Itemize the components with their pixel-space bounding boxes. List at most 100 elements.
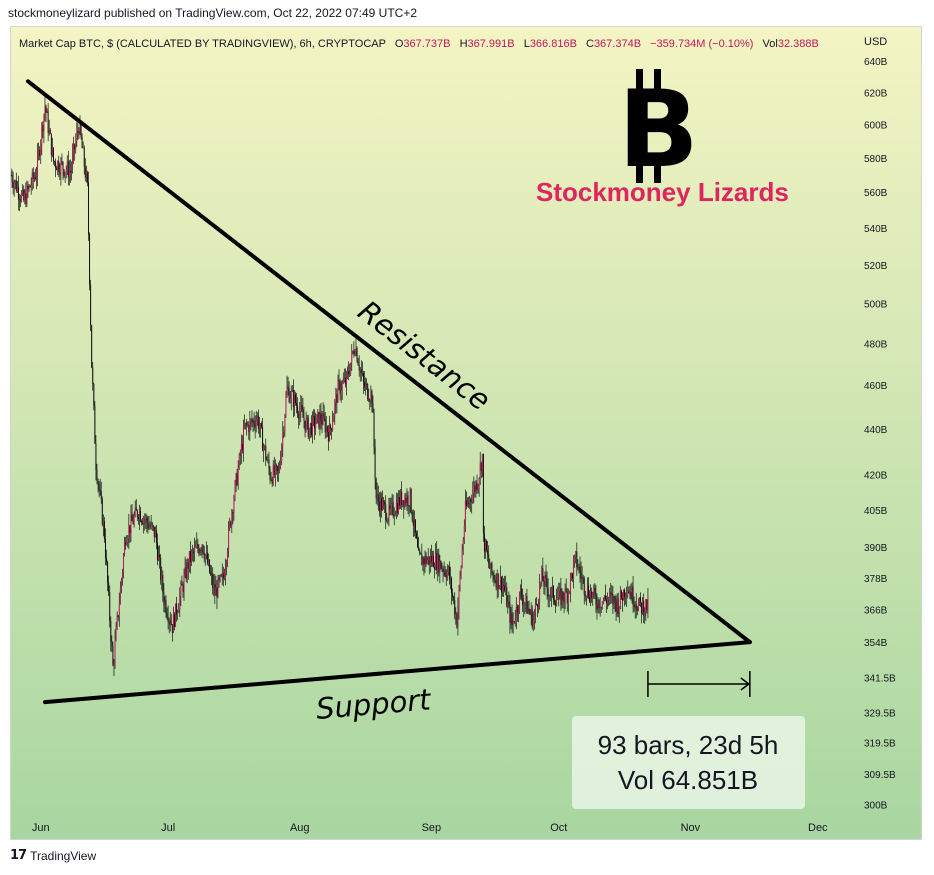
time-axis[interactable]: Jun Jul Aug Sep Oct Nov Dec bbox=[32, 822, 828, 834]
candle-body bbox=[313, 415, 315, 417]
candle-body bbox=[159, 554, 161, 558]
candle-body bbox=[614, 596, 616, 602]
y-tick-label: 390B bbox=[864, 543, 888, 554]
candle-body bbox=[412, 520, 414, 526]
candle-body bbox=[572, 573, 574, 579]
support-trendline[interactable] bbox=[42, 640, 752, 705]
candle-body bbox=[200, 550, 202, 551]
candle-body bbox=[456, 613, 458, 628]
candle-body bbox=[610, 592, 612, 595]
candle-body bbox=[72, 154, 74, 168]
candle-body bbox=[279, 466, 281, 471]
candle-body bbox=[617, 598, 619, 614]
y-tick-label: 319.5B bbox=[864, 739, 896, 750]
bitcoin-symbol-icon: B bbox=[618, 68, 699, 191]
candle-body bbox=[355, 348, 357, 353]
candle-body bbox=[611, 594, 613, 596]
candle-body bbox=[163, 592, 165, 606]
candle-body bbox=[423, 558, 425, 565]
candle-body bbox=[293, 394, 295, 407]
candle-body bbox=[38, 149, 40, 154]
candle-body bbox=[574, 556, 576, 563]
candle-body bbox=[78, 131, 80, 134]
candle-body bbox=[543, 581, 545, 587]
candle-body bbox=[230, 521, 232, 526]
candle-body bbox=[45, 105, 47, 113]
candle-body bbox=[641, 602, 643, 614]
candle-body bbox=[278, 470, 280, 472]
footer: 17 TradingView bbox=[10, 848, 96, 863]
candle-body bbox=[361, 372, 363, 374]
candle-body bbox=[314, 416, 316, 429]
candle-body bbox=[184, 567, 186, 576]
candle-body bbox=[360, 369, 362, 373]
candle-body bbox=[181, 583, 183, 586]
chart-frame[interactable]: Resistance Support Market Cap BTC, $ (CA… bbox=[10, 26, 922, 840]
candle-body bbox=[147, 523, 149, 529]
candle-body bbox=[576, 551, 578, 568]
candle-body bbox=[446, 571, 448, 579]
candle-body bbox=[115, 627, 117, 641]
y-tick-label: 366B bbox=[864, 605, 888, 616]
candle-body bbox=[442, 568, 444, 572]
candle-body bbox=[486, 540, 488, 551]
candle-body bbox=[447, 566, 449, 572]
candle-body bbox=[597, 599, 599, 610]
candle-body bbox=[316, 414, 318, 424]
candle-body bbox=[195, 547, 197, 549]
candle-body bbox=[242, 427, 244, 451]
candle-body bbox=[470, 499, 472, 502]
candle-body bbox=[635, 604, 637, 609]
candle-body bbox=[240, 443, 242, 456]
candle-body bbox=[91, 325, 93, 368]
candle-body bbox=[370, 391, 372, 401]
y-tick-label: 309.5B bbox=[864, 770, 896, 781]
candle-body bbox=[134, 507, 136, 516]
candle-body bbox=[196, 543, 198, 548]
tradingview-logo-icon[interactable]: 17 bbox=[10, 848, 27, 863]
candle-body bbox=[397, 497, 399, 514]
candle-body bbox=[232, 512, 234, 514]
candle-body bbox=[281, 445, 283, 462]
candle-body bbox=[577, 567, 579, 569]
candle-body bbox=[49, 129, 51, 134]
candle-body bbox=[640, 597, 642, 603]
candle-body bbox=[382, 501, 384, 511]
candle-body bbox=[244, 425, 246, 428]
resistance-trendline[interactable] bbox=[25, 79, 752, 645]
candle-body bbox=[269, 468, 271, 480]
candle-body bbox=[430, 556, 432, 563]
y-tick-label: 378B bbox=[864, 574, 888, 585]
price-chart[interactable]: Resistance Support Market Cap BTC, $ (CA… bbox=[11, 27, 922, 840]
price-axis[interactable]: 640B 620B 600B 580B 560B 540B 520B 500B 480B 460B… bbox=[864, 57, 896, 811]
candle-body bbox=[554, 600, 556, 603]
candle-body bbox=[86, 172, 88, 183]
candle-body bbox=[374, 447, 376, 479]
candle-body bbox=[571, 573, 573, 576]
candle-body bbox=[421, 554, 423, 566]
candle-body bbox=[270, 479, 272, 481]
candle-body bbox=[190, 551, 192, 562]
candle-body bbox=[349, 374, 351, 375]
y-tick-label: 620B bbox=[864, 88, 888, 99]
candle-body bbox=[302, 409, 304, 418]
candle-body bbox=[97, 481, 99, 484]
candle-body bbox=[542, 568, 544, 582]
candle-body bbox=[488, 554, 490, 564]
candle-body bbox=[358, 365, 360, 371]
candle-body bbox=[532, 620, 534, 628]
candle-body bbox=[252, 420, 254, 423]
candle-body bbox=[490, 562, 492, 569]
candle-body bbox=[167, 616, 169, 622]
candle-body bbox=[152, 525, 154, 527]
candle-body bbox=[402, 500, 404, 505]
candle-body bbox=[132, 520, 134, 525]
candle-body bbox=[204, 554, 206, 559]
candle-body bbox=[458, 587, 460, 609]
date-range-measure[interactable] bbox=[647, 671, 751, 697]
candle-body bbox=[480, 463, 482, 472]
candle-body bbox=[409, 488, 411, 507]
candle-body bbox=[528, 608, 530, 612]
candle-body bbox=[373, 412, 375, 448]
footer-logo-text[interactable]: TradingView bbox=[30, 848, 97, 863]
